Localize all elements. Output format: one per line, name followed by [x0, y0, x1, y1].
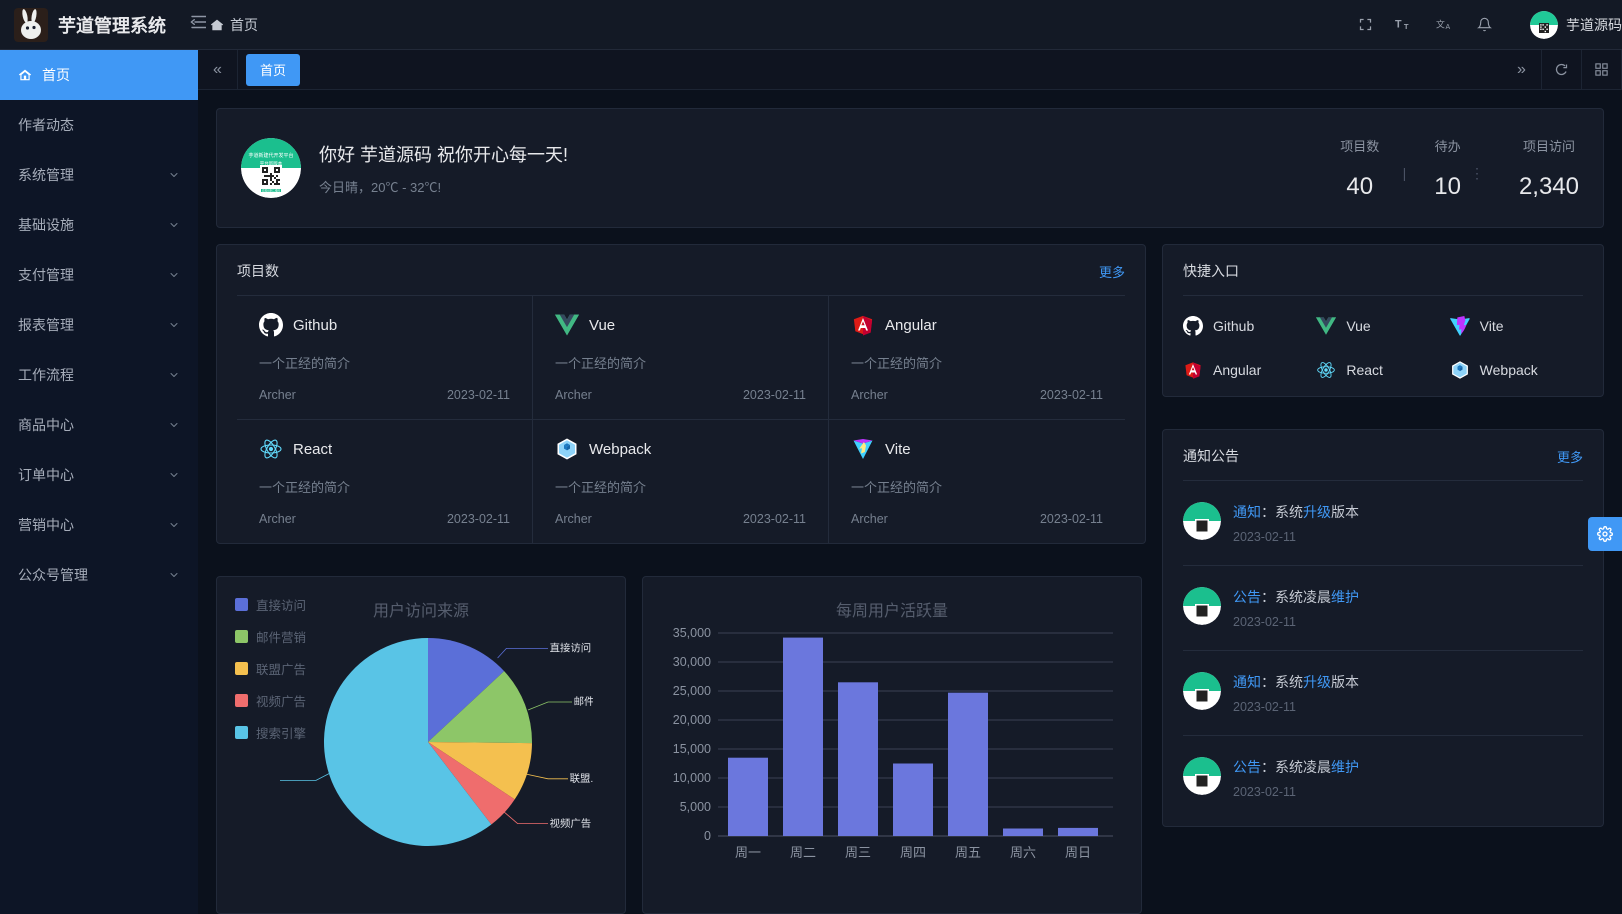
svg-text:20,000: 20,000 — [673, 713, 711, 727]
svg-text:T: T — [1404, 22, 1409, 31]
svg-text:0: 0 — [704, 829, 711, 843]
svg-text:35,000: 35,000 — [673, 626, 711, 640]
svg-text:文: 文 — [1436, 19, 1445, 30]
svg-text:周三: 周三 — [845, 845, 871, 860]
svg-text:5,000: 5,000 — [680, 800, 711, 814]
svg-text:周五: 周五 — [955, 845, 981, 860]
svg-text:周六: 周六 — [1010, 845, 1036, 860]
svg-text:10,000: 10,000 — [673, 771, 711, 785]
svg-text:25,000: 25,000 — [673, 684, 711, 698]
svg-text:联盟...: 联盟... — [570, 773, 593, 785]
svg-text:直接访问: 直接访问 — [550, 642, 592, 655]
svg-text:邮件...: 邮件... — [574, 695, 593, 708]
svg-text:T: T — [1395, 19, 1402, 31]
svg-text:周四: 周四 — [900, 845, 926, 860]
svg-text:长按识别二维码: 长按识别二维码 — [262, 188, 281, 192]
svg-text:周一: 周一 — [735, 845, 761, 860]
svg-text:周二: 周二 — [790, 845, 816, 860]
svg-text:芋道新建代开发平台: 芋道新建代开发平台 — [248, 152, 293, 159]
svg-text:30,000: 30,000 — [673, 655, 711, 669]
svg-text:A: A — [1446, 24, 1451, 31]
svg-text:周日: 周日 — [1065, 845, 1091, 860]
svg-text:15,000: 15,000 — [673, 742, 711, 756]
svg-text:视频广告: 视频广告 — [550, 817, 592, 830]
